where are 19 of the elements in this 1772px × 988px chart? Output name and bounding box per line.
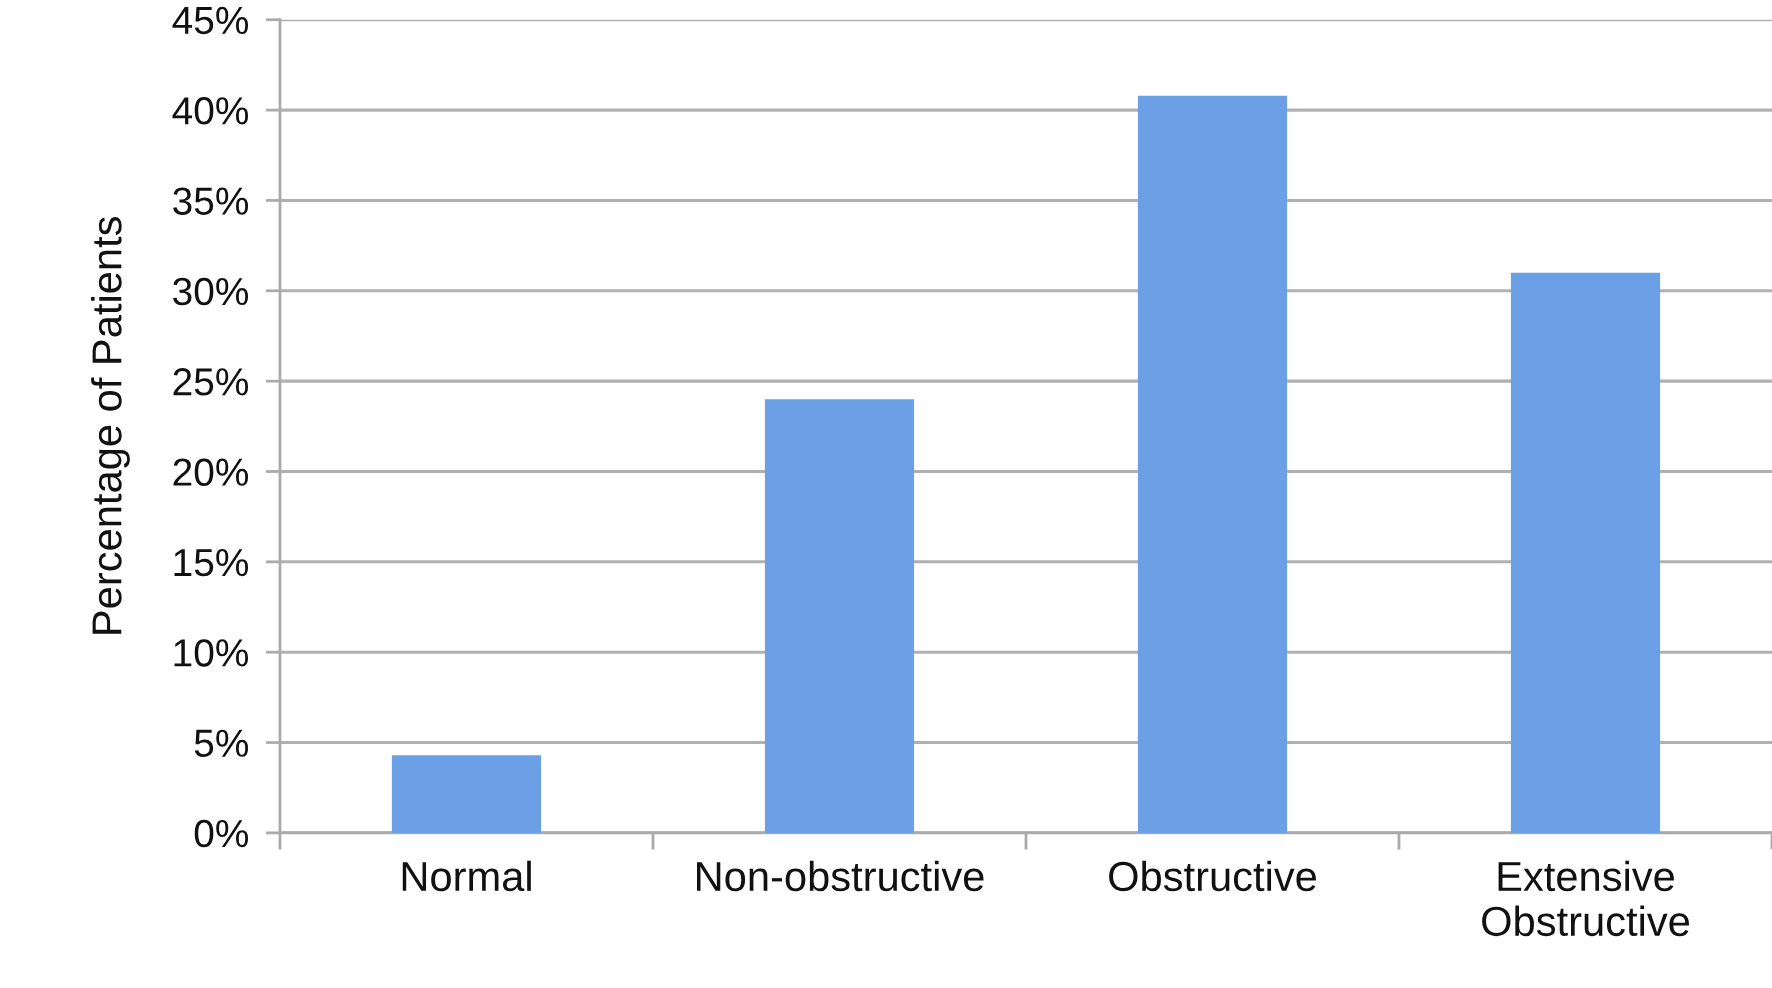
y-tick-label: 0% [194, 819, 249, 848]
y-tick-label: 25% [173, 368, 249, 396]
y-tick-label: 45% [172, 6, 249, 35]
y-tick-label: 15% [174, 548, 249, 577]
x-tick-label: Obstructive [1109, 860, 1316, 892]
y-tick-label: 10% [174, 639, 249, 667]
y-tick-label: 30% [173, 277, 249, 306]
x-tick-label: Normal [402, 860, 531, 892]
bar [391, 755, 542, 833]
bar [1510, 272, 1661, 833]
y-tick-label: 5% [194, 729, 249, 758]
y-tick-label: 20% [173, 458, 249, 486]
y-axis-title: Percentage of Patients [91, 217, 130, 634]
bar [764, 399, 915, 833]
y-tick-label: 40% [172, 97, 249, 125]
bar [1137, 95, 1288, 833]
x-tick-label: Non-obstructive [697, 860, 984, 892]
y-tick-label: 35% [173, 187, 249, 215]
x-tick-label: Extensive Obstructive [1482, 860, 1690, 937]
